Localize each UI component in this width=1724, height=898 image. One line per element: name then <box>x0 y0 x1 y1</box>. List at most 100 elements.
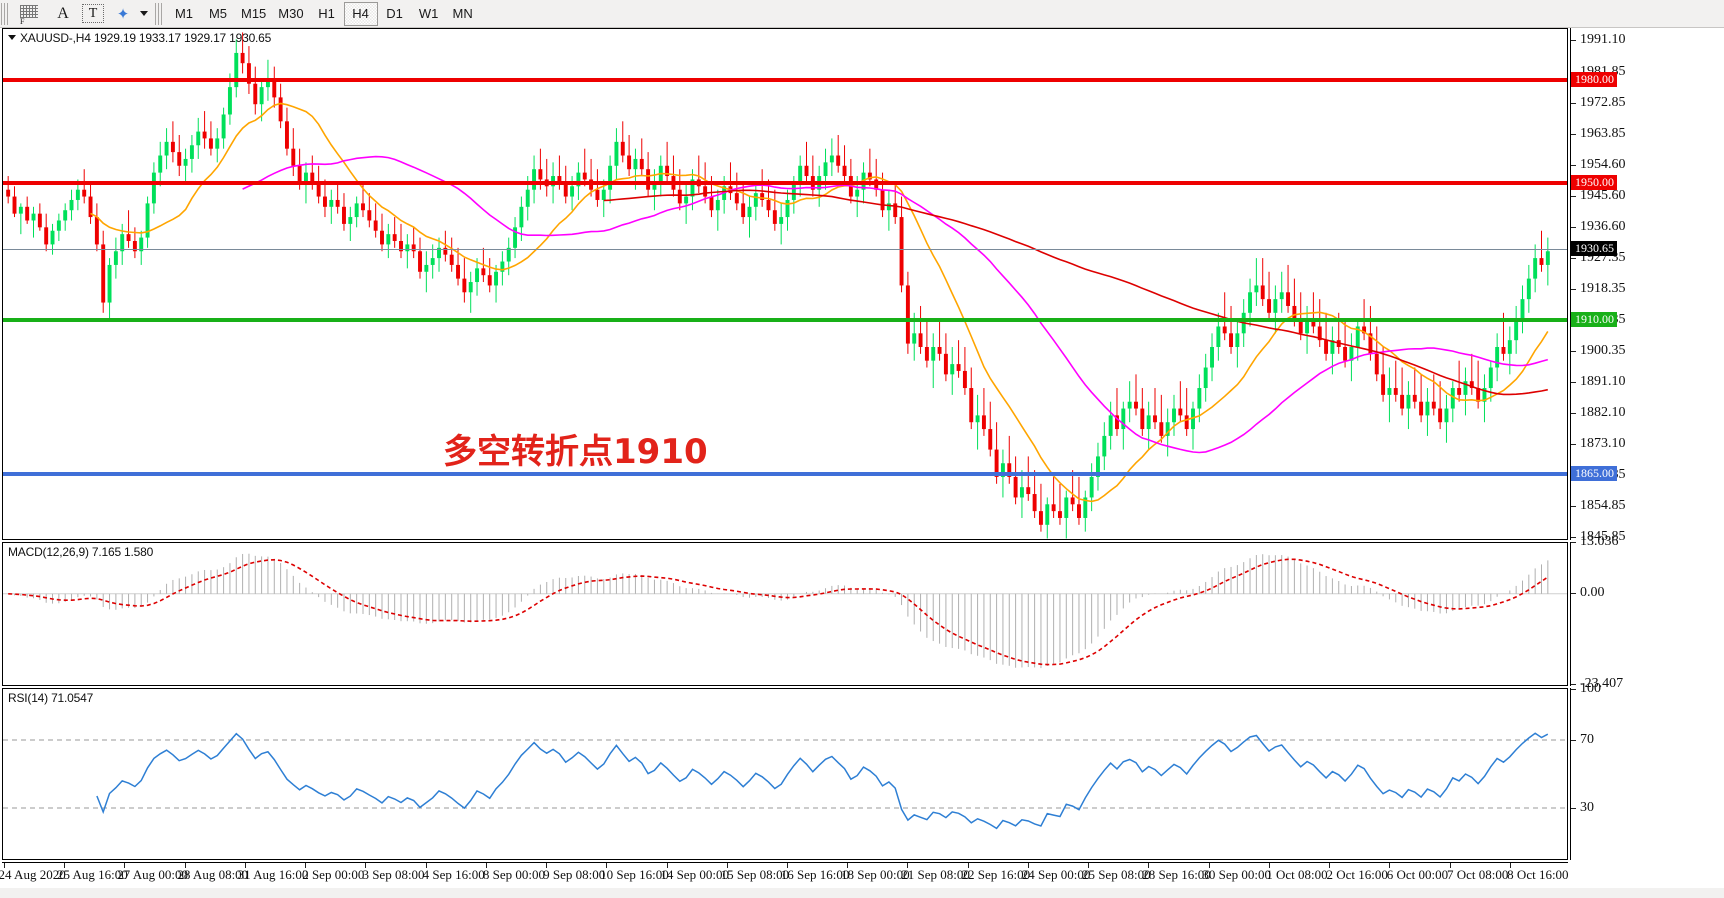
time-axis-label: 25 Sep 08:00 <box>1081 867 1151 882</box>
time-tick <box>787 863 788 868</box>
text-box-T-icon: T <box>82 4 104 23</box>
time-axis-label: 28 Aug 08:00 <box>177 867 249 882</box>
level-line-1930-65[interactable] <box>3 248 1567 250</box>
text-label-A-icon: A <box>57 4 69 22</box>
rsi-label: RSI(14) 71.0547 <box>8 691 94 705</box>
timeframe-button-m30[interactable]: M30 <box>278 6 304 21</box>
grid-crosshair-f-icon: F <box>18 3 44 26</box>
time-axis-label: 2 Oct 16:00 <box>1326 867 1388 882</box>
time-tick <box>606 863 608 868</box>
time-axis-label: 16 Sep 16:00 <box>780 867 850 882</box>
timeframe-button-m1[interactable]: M1 <box>174 6 194 21</box>
time-axis-label: 8 Sep 00:00 <box>482 867 546 882</box>
timeframe-button-h1[interactable]: H1 <box>318 6 335 21</box>
price-tag-1980-00: 1980.00 <box>1571 72 1617 88</box>
time-axis-label: 8 Oct 16:00 <box>1507 867 1569 882</box>
level-line-1980-00[interactable] <box>3 78 1567 83</box>
crosshair-grid-icon[interactable]: F <box>12 2 50 26</box>
time-tick <box>1389 863 1391 868</box>
price-chart-panel[interactable]: XAUUSD-,H4 1929.19 1933.17 1929.17 1930.… <box>2 28 1568 540</box>
time-axis-label: 24 Sep 00:00 <box>1021 867 1091 882</box>
toolbar-separator <box>155 2 164 25</box>
macd-label: MACD(12,26,9) 7.165 1.580 <box>8 545 154 559</box>
timeframe-button-group: M1 M5 M15 M30 H1 H4 D1 W1 MN <box>167 1 480 26</box>
time-tick <box>546 863 548 868</box>
time-tick <box>1329 863 1331 868</box>
time-axis[interactable]: 24 Aug 2020 25 Aug 16:00 27 Aug 00:00 28 Au… <box>0 862 1569 888</box>
timeframe-button-d1[interactable]: D1 <box>386 6 403 21</box>
text-label-button[interactable]: A <box>50 2 76 26</box>
time-axis-label: 2 Sep 00:00 <box>302 867 365 882</box>
price-tag-1950-00: 1950.00 <box>1571 174 1617 190</box>
bottom-strip <box>0 888 1724 898</box>
objects-dropdown-button[interactable] <box>136 2 152 26</box>
chart-annotation-text: 多空转折点1910 <box>443 432 708 472</box>
time-tick <box>124 863 126 868</box>
time-tick <box>1268 863 1270 868</box>
toolbar-drag-handle[interactable] <box>1 2 10 25</box>
time-tick <box>64 863 66 868</box>
price-tag-1865-00: 1865.00 <box>1571 465 1617 481</box>
time-axis-label: 4 Sep 16:00 <box>422 867 485 882</box>
time-tick <box>305 863 307 868</box>
macd-indicator-panel[interactable]: MACD(12,26,9) 7.165 1.580 <box>2 542 1568 686</box>
time-tick <box>1027 863 1029 868</box>
time-tick <box>1148 863 1150 868</box>
price-axis-scale[interactable]: 1991.101981.851972.851963.851954.601945.… <box>1570 28 1724 544</box>
time-axis-label: 30 Sep 00:00 <box>1202 867 1272 882</box>
level-line-1950-00[interactable] <box>3 180 1567 185</box>
time-axis-label: 31 Aug 16:00 <box>237 867 309 882</box>
time-axis-label: 24 Aug 2020 <box>0 867 66 882</box>
main-toolbar: F A T ✦ M1 M5 M15 M30 H1 H4 D1 W1 MN <box>0 0 1724 28</box>
time-axis-label: 21 Sep 08:00 <box>901 867 970 882</box>
price-tag-1930-65: 1930.65 <box>1571 241 1617 257</box>
price-candlestick-canvas <box>6 32 1550 539</box>
time-tick <box>967 863 969 868</box>
time-axis-label: 22 Sep 16:00 <box>961 867 1031 882</box>
rsi-axis-scale[interactable]: 100 70 30 <box>1570 681 1724 860</box>
rsi-canvas <box>3 732 1567 830</box>
timeframe-button-w1[interactable]: W1 <box>418 6 439 21</box>
scroll-corner <box>1570 888 1724 898</box>
time-axis-label: 6 Oct 00:00 <box>1386 867 1449 882</box>
time-axis-label: 27 Aug 00:00 <box>117 867 188 882</box>
time-tick <box>184 863 186 868</box>
collapse-chevron-icon[interactable] <box>8 35 16 40</box>
time-tick <box>1208 863 1210 868</box>
symbol-info-label: XAUUSD-,H4 1929.19 1933.17 1929.17 1930.… <box>8 31 271 45</box>
time-tick <box>485 863 487 868</box>
price-tag-1910-00: 1910.00 <box>1571 311 1617 327</box>
timeframe-button-mn[interactable]: MN <box>452 6 473 21</box>
time-tick <box>1509 863 1511 868</box>
time-tick <box>4 863 5 868</box>
rsi-indicator-panel[interactable]: RSI(14) 71.0547 <box>2 688 1568 860</box>
chevron-down-icon <box>140 11 148 16</box>
time-tick <box>425 863 427 868</box>
time-axis-label: 1 Oct 08:00 <box>1266 867 1328 882</box>
time-tick <box>365 863 367 868</box>
time-tick <box>1449 863 1451 868</box>
time-axis-label: 25 Aug 16:00 <box>56 867 128 882</box>
time-tick <box>907 863 909 868</box>
time-axis-label: 10 Sep 16:00 <box>600 867 669 882</box>
time-axis-label: 7 Oct 08:00 <box>1446 867 1509 882</box>
time-tick <box>847 863 849 868</box>
macd-canvas <box>3 553 1567 669</box>
chart-window: XAUUSD-,H4 1929.19 1933.17 1929.17 1930.… <box>0 28 1724 898</box>
text-box-button[interactable]: T <box>76 2 110 26</box>
time-tick <box>1088 863 1090 868</box>
objects-icon: ✦ <box>116 5 130 23</box>
macd-axis-scale[interactable]: 13.036 0.00 -23.407 <box>1570 534 1724 691</box>
level-line-1910-00[interactable] <box>3 317 1567 322</box>
level-line-1865-00[interactable] <box>3 471 1567 476</box>
time-axis-label: 18 Sep 00:00 <box>841 867 910 882</box>
timeframe-button-h4[interactable]: H4 <box>343 1 378 26</box>
objects-button[interactable]: ✦ <box>110 2 136 26</box>
timeframe-button-m5[interactable]: M5 <box>208 6 228 21</box>
time-tick <box>244 863 246 868</box>
time-axis-label: 14 Sep 00:00 <box>660 867 729 882</box>
time-axis-label: 15 Sep 08:00 <box>720 867 790 882</box>
time-tick <box>726 863 728 868</box>
timeframe-button-m15[interactable]: M15 <box>241 6 267 21</box>
time-axis-label: 9 Sep 08:00 <box>543 867 606 882</box>
